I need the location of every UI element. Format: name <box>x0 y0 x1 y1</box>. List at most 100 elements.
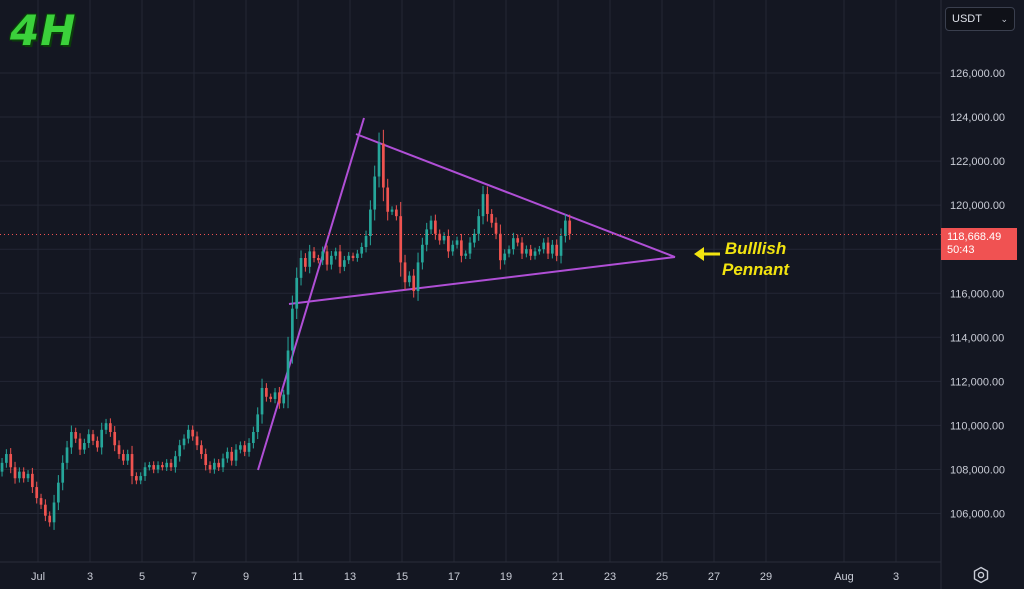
currency-select[interactable]: USDT ⌄ <box>945 7 1015 31</box>
candle <box>5 449 8 468</box>
candle <box>468 237 472 260</box>
x-tick-label: 25 <box>656 571 668 583</box>
candle <box>377 132 381 188</box>
candle <box>161 461 164 471</box>
gear-icon[interactable] <box>972 566 990 584</box>
annotation-line-1: Bulllish <box>724 239 787 258</box>
candle <box>265 383 268 402</box>
candle <box>529 244 533 261</box>
candle <box>44 499 47 522</box>
candle <box>390 206 394 215</box>
time-axis: Jul 3 5 7 9 11 13 15 17 19 21 23 25 27 29 Aug 3 <box>0 561 941 583</box>
y-tick-label: 112,000.00 <box>950 376 1004 388</box>
candle <box>338 244 342 274</box>
candle <box>13 461 17 484</box>
candle <box>421 237 424 270</box>
candle <box>399 201 403 277</box>
candlestick-series <box>0 129 572 530</box>
candle <box>247 438 251 457</box>
candle <box>438 229 442 245</box>
candle <box>139 472 143 485</box>
candle <box>507 245 511 258</box>
candle <box>542 238 546 254</box>
candle <box>373 165 377 221</box>
flagpole-line <box>257 117 365 471</box>
current-price-value: 118,668.49 <box>947 231 1002 243</box>
candle <box>117 440 121 459</box>
x-tick-label: 11 <box>292 571 303 583</box>
x-tick-label: 27 <box>708 571 720 583</box>
candle <box>35 481 39 504</box>
candle <box>48 511 52 527</box>
candle <box>273 388 277 404</box>
candle <box>477 209 481 241</box>
candle <box>204 448 208 471</box>
candle <box>533 247 537 260</box>
candle <box>239 441 242 454</box>
candle <box>369 200 372 246</box>
candle <box>520 237 524 260</box>
candle <box>347 252 351 264</box>
timeframe-label: 4H <box>10 6 77 55</box>
candle <box>503 249 507 265</box>
candle <box>143 462 147 481</box>
candle <box>200 440 203 459</box>
price-axis: 106,000.00 108,000.00 110,000.00 112,000.00… <box>940 0 1024 589</box>
candle <box>221 453 225 473</box>
candle <box>74 427 78 443</box>
candle-countdown: 50:43 <box>947 244 975 256</box>
candle <box>408 271 411 287</box>
candle <box>169 459 173 471</box>
arrow-left-icon <box>694 247 720 261</box>
candle <box>291 295 294 364</box>
candle <box>174 450 177 473</box>
candle <box>494 217 498 240</box>
candle <box>104 418 108 435</box>
candle <box>260 378 264 424</box>
x-tick-label: 15 <box>396 571 408 583</box>
candle <box>256 407 260 440</box>
x-tick-label: 21 <box>552 571 564 583</box>
x-tick-label: 19 <box>500 571 512 583</box>
candle <box>217 459 221 471</box>
candle <box>356 249 359 262</box>
y-tick-label: 124,000.00 <box>950 112 1005 124</box>
candle <box>516 234 520 247</box>
x-tick-label: 5 <box>139 571 145 583</box>
candle <box>195 431 199 451</box>
pattern-annotation: Bulllish Pennant <box>722 238 789 280</box>
candle <box>334 247 338 260</box>
candle <box>165 459 169 471</box>
candle <box>122 449 125 465</box>
candle <box>568 214 572 240</box>
candle <box>460 233 463 263</box>
candle <box>226 447 229 463</box>
candle <box>429 215 433 235</box>
candle <box>70 425 73 454</box>
candle <box>343 255 346 272</box>
candle <box>87 429 91 448</box>
candle <box>564 214 567 243</box>
candle <box>9 448 13 474</box>
candle <box>451 240 455 256</box>
candle <box>126 449 130 465</box>
candle <box>286 336 290 409</box>
candle <box>78 433 82 456</box>
candle <box>96 436 99 452</box>
candle <box>490 209 494 228</box>
candle <box>135 472 138 485</box>
x-tick-label: 23 <box>604 571 616 583</box>
candle <box>512 232 515 255</box>
candle <box>109 418 112 437</box>
currency-label: USDT <box>952 13 982 25</box>
candle <box>351 252 355 262</box>
candle <box>382 129 385 202</box>
chart-grid <box>0 0 941 562</box>
y-tick-label: 106,000.00 <box>950 509 1005 521</box>
x-tick-label: 29 <box>760 571 772 583</box>
candle <box>39 493 43 509</box>
candle <box>360 242 364 258</box>
candle <box>559 228 563 264</box>
candle <box>499 224 502 270</box>
